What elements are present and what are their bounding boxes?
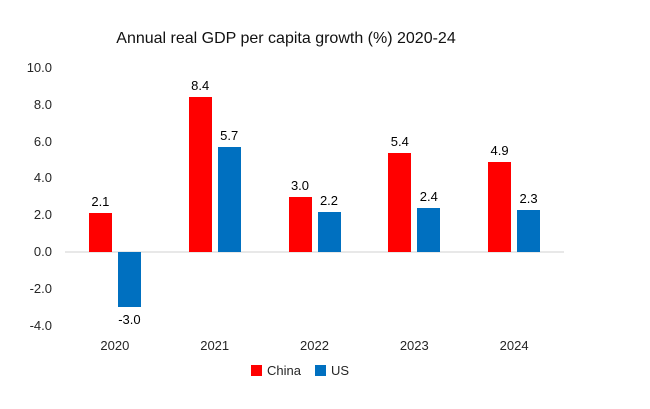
data-label-us-2020: -3.0 <box>118 312 141 328</box>
x-tick-label: 2020 <box>100 338 130 353</box>
data-label-us-2022: 2.2 <box>319 192 339 208</box>
bar-us-2020 <box>117 252 141 308</box>
y-tick-label: 0.0 <box>33 244 52 259</box>
x-tick-label: 2024 <box>499 338 529 353</box>
bar-china-2021 <box>188 97 212 252</box>
data-label-us-2024: 2.3 <box>519 190 538 206</box>
y-tick-label: 2.0 <box>33 207 52 223</box>
y-tick-label: -2.0 <box>29 280 52 296</box>
legend-item-china: China <box>250 363 301 378</box>
data-label-china-2021: 8.4 <box>191 78 210 94</box>
y-tick-label: 8.0 <box>33 96 52 112</box>
x-axis-line <box>65 251 564 253</box>
data-label-us-2021: 5.7 <box>220 128 239 144</box>
data-label-china-2020: 2.1 <box>91 194 110 210</box>
chart-title: Annual real GDP per capita growth (%) 20… <box>116 30 456 47</box>
bar-us-2024 <box>517 209 541 252</box>
legend-swatch-us <box>314 365 326 376</box>
bar-china-2022 <box>288 196 312 252</box>
x-tick-label: 2023 <box>399 338 429 353</box>
y-tick-label: 10.0 <box>26 60 52 75</box>
legend-label-us: US <box>330 363 350 378</box>
data-label-china-2022: 3.0 <box>290 177 310 193</box>
data-label-china-2024: 4.9 <box>490 142 509 158</box>
bar-us-2023 <box>417 207 441 252</box>
legend-item-us: US <box>314 363 350 378</box>
y-tick-label: -4.0 <box>29 317 52 333</box>
bar-china-2023 <box>388 152 412 252</box>
y-tick-label: 4.0 <box>33 170 52 186</box>
bar-us-2021 <box>217 147 241 252</box>
legend-label-china: China <box>266 363 301 378</box>
data-label-china-2023: 5.4 <box>390 133 409 149</box>
legend: China US <box>35 363 565 378</box>
data-label-us-2023: 2.4 <box>419 188 438 204</box>
y-tick-label: 6.0 <box>33 133 52 149</box>
x-tick-label: 2021 <box>200 338 230 353</box>
legend-swatch-china <box>250 365 262 376</box>
bar-us-2022 <box>317 211 341 252</box>
bar-china-2024 <box>488 161 512 252</box>
x-tick-label: 2022 <box>300 338 329 353</box>
bar-china-2020 <box>88 213 112 252</box>
